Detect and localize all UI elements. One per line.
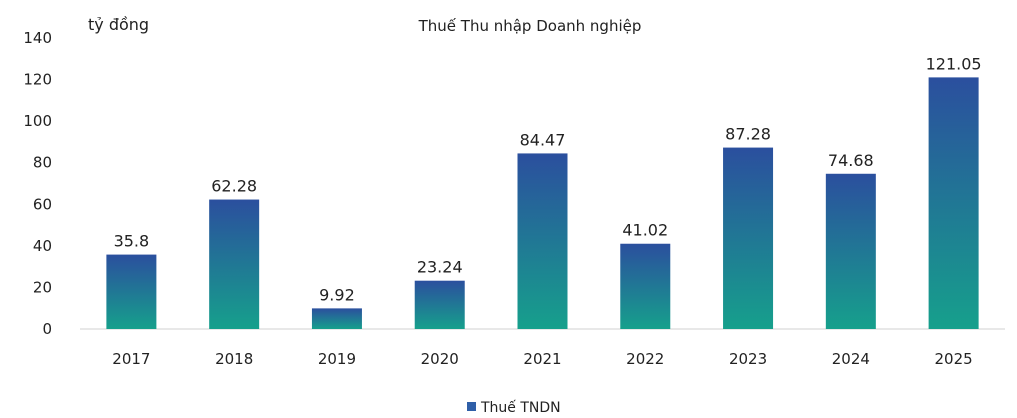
y-tick-label: 80 <box>33 154 52 172</box>
x-tick-label: 2024 <box>832 350 870 368</box>
y-tick-label: 40 <box>33 237 52 255</box>
y-tick-label: 140 <box>23 29 52 47</box>
bar <box>106 254 157 329</box>
bar <box>414 280 465 329</box>
bar-series: 35.8 62.28 9.92 23.24 84.47 41.02 87.28 74.68 12… <box>106 54 982 329</box>
y-tick-label: 20 <box>33 278 52 296</box>
bar <box>209 199 260 329</box>
chart-title: Thuế Thu nhập Doanh nghiệp <box>418 17 642 35</box>
y-tick-label: 100 <box>23 112 52 130</box>
x-tick-label: 2021 <box>523 350 561 368</box>
y-axis: 0 20 40 60 80 100 120 140 <box>23 29 52 338</box>
x-tick-label: 2019 <box>318 350 356 368</box>
y-tick-label: 120 <box>23 71 52 89</box>
y-tick-label: 60 <box>33 195 52 213</box>
y-unit-label: tỷ đồng <box>88 15 149 34</box>
bar <box>928 77 979 329</box>
bar-value-label: 84.47 <box>520 130 566 149</box>
x-tick-label: 2022 <box>626 350 664 368</box>
bar <box>517 153 568 329</box>
y-tick-label: 0 <box>42 320 52 338</box>
x-tick-label: 2018 <box>215 350 253 368</box>
bar-value-label: 9.92 <box>319 285 355 304</box>
bar-value-label: 35.8 <box>114 232 150 251</box>
x-axis: 2017 2018 2019 2020 2021 2022 2023 2024 2025 <box>112 350 972 368</box>
x-tick-label: 2025 <box>935 350 973 368</box>
bar-value-label: 121.05 <box>926 54 982 73</box>
bar-value-label: 23.24 <box>417 258 463 277</box>
bar <box>723 147 774 329</box>
x-tick-label: 2017 <box>112 350 150 368</box>
x-tick-label: 2023 <box>729 350 767 368</box>
bar <box>825 173 876 329</box>
legend: Thuế TNDN <box>467 399 561 416</box>
bar <box>620 243 671 329</box>
bar-value-label: 87.28 <box>725 125 771 144</box>
legend-label: Thuế TNDN <box>480 399 561 416</box>
bar-value-label: 74.68 <box>828 151 874 170</box>
legend-swatch <box>467 402 476 411</box>
bar-value-label: 41.02 <box>622 221 668 240</box>
bar <box>311 308 362 329</box>
x-tick-label: 2020 <box>421 350 459 368</box>
bar-value-label: 62.28 <box>211 177 257 196</box>
